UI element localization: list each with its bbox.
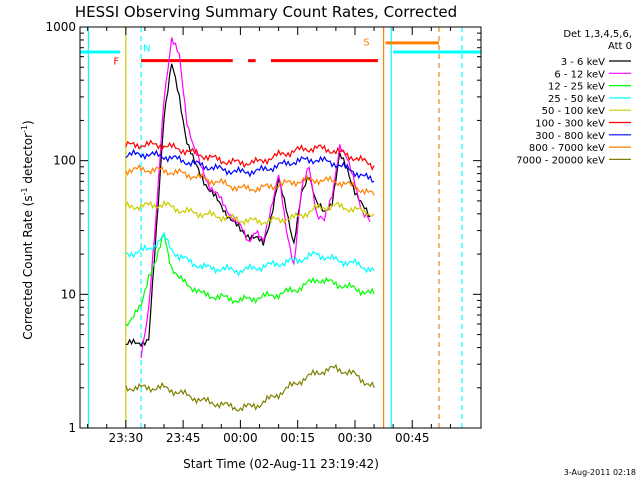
x-tick-label: 00:00: [223, 431, 258, 445]
y-tick-label: 10: [61, 287, 76, 301]
legend-label: 6 - 12 keV: [554, 69, 605, 80]
x-axis-label: Start Time (02-Aug-11 23:19:42): [183, 457, 379, 471]
legend-label: 300 - 800 keV: [535, 131, 605, 142]
legend-label: 50 - 100 keV: [542, 106, 606, 117]
legend-header: Att 0: [608, 41, 632, 52]
series-line-0: [125, 63, 371, 348]
plot-frame: [79, 26, 482, 429]
y-label-sup: -1: [20, 187, 29, 195]
x-tick-label: 00:30: [338, 431, 373, 445]
annotation-label: S: [363, 37, 369, 48]
chart-title: HESSI Observing Summary Count Rates, Cor…: [75, 3, 457, 21]
legend-label: 25 - 50 keV: [548, 94, 605, 105]
x-tick-label: 23:30: [109, 431, 144, 445]
y-label-part: ): [21, 120, 35, 125]
series-line-8: [125, 363, 375, 412]
legend-label: 12 - 25 keV: [548, 82, 605, 93]
annotation-label: N: [143, 44, 150, 55]
legend-label: 100 - 300 keV: [535, 119, 605, 130]
x-tick-label: 23:45: [166, 431, 201, 445]
axes: 23:30 23:45 00:00 00:15 00:30 00:45 1 10 100 1000: [45, 20, 481, 445]
annotations: N F S: [113, 37, 369, 67]
series-line-2: [125, 232, 375, 327]
legend-label: 3 - 6 keV: [561, 57, 605, 68]
y-axis-label: Corrected Count Rate (s-1 detector-1): [20, 120, 35, 339]
annotation-label: F: [113, 57, 119, 68]
series-lines: [125, 37, 375, 412]
y-label-part: Corrected Count Rate (s: [21, 195, 35, 339]
x-tick-label: 00:45: [395, 431, 430, 445]
series-line-5: [125, 139, 375, 171]
series-line-4: [125, 199, 375, 226]
y-label-part: detector: [21, 133, 35, 188]
y-tick-label: 1000: [45, 20, 76, 34]
y-label-sup: -1: [20, 125, 29, 133]
legend-label: 800 - 7000 keV: [529, 143, 605, 154]
series-line-6: [125, 148, 375, 183]
timestamp: 3-Aug-2011 02:18: [564, 468, 636, 477]
legend-header: Det 1,3,4,5,6,: [563, 29, 632, 40]
interval-bars: [80, 27, 481, 428]
series-line-7: [125, 163, 375, 196]
y-tick-label: 1: [68, 421, 76, 435]
legend-label: 7000 - 20000 keV: [516, 155, 605, 166]
series-line-3: [125, 231, 375, 277]
x-tick-label: 00:15: [280, 431, 315, 445]
series-line-1: [140, 37, 371, 359]
y-tick-label: 100: [53, 154, 76, 168]
